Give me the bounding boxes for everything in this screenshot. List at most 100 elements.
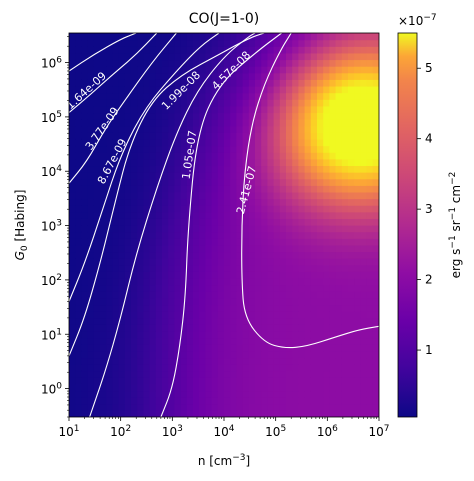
heatmap-cell [131, 264, 138, 272]
heatmap-cell [186, 297, 194, 306]
heatmap-cell [366, 66, 374, 74]
heatmap-cell [304, 397, 312, 405]
heatmap-cell [149, 79, 157, 87]
heatmap-cell [323, 99, 330, 107]
heatmap-cell [354, 158, 361, 167]
heatmap-cell [248, 370, 256, 378]
heatmap-cell [143, 79, 151, 87]
heatmap-cell [304, 330, 312, 339]
heatmap-cell [205, 344, 213, 352]
heatmap-cell [292, 364, 299, 372]
heatmap-cell [143, 198, 151, 206]
heatmap-cell [118, 390, 126, 398]
heatmap-cell [87, 165, 95, 173]
heatmap-cell [366, 92, 374, 100]
heatmap-cell [372, 205, 379, 213]
heatmap-cell [286, 218, 293, 226]
heatmap-cell [286, 125, 293, 133]
heatmap-cell [224, 79, 231, 87]
heatmap-cell [273, 59, 281, 67]
heatmap-cell [236, 105, 244, 114]
heatmap-cell [323, 383, 330, 392]
heatmap-cell [118, 205, 126, 213]
heatmap-cell [75, 85, 82, 94]
heatmap-cell [255, 258, 262, 266]
heatmap-cell [199, 350, 206, 359]
heatmap-cell [69, 138, 76, 147]
heatmap-cell [174, 112, 182, 120]
heatmap-cell [372, 66, 379, 74]
heatmap-cell [248, 198, 256, 206]
heatmap-cell [329, 66, 337, 74]
heatmap-cell [180, 185, 188, 193]
heatmap-cell [310, 59, 318, 67]
heatmap-cell [341, 364, 349, 372]
heatmap-cell [162, 251, 169, 259]
heatmap-cell [348, 119, 355, 127]
heatmap-cell [304, 92, 312, 100]
x-tick-label: 104 [213, 424, 234, 439]
heatmap-cell [112, 66, 120, 74]
heatmap-cell [236, 317, 244, 325]
heatmap-cell [286, 172, 293, 180]
heatmap-cell [162, 350, 169, 359]
heatmap-cell [93, 357, 101, 365]
heatmap-cell [360, 178, 368, 186]
heatmap-cell [279, 33, 287, 41]
heatmap-cell [143, 364, 151, 372]
heatmap-cell [354, 251, 361, 259]
heatmap-cell [93, 225, 101, 233]
heatmap-cell [323, 46, 330, 54]
heatmap-cell [360, 357, 368, 365]
heatmap-cell [174, 364, 182, 372]
heatmap-cell [329, 99, 337, 107]
heatmap-cell [354, 403, 361, 411]
heatmap-cell [248, 205, 256, 213]
heatmap-cell [100, 403, 107, 411]
heatmap-cell [199, 211, 206, 219]
heatmap-cell [354, 46, 361, 54]
heatmap-cell [168, 364, 175, 372]
heatmap-cell [112, 99, 120, 107]
heatmap-cell [205, 66, 213, 74]
heatmap-cell [149, 258, 157, 266]
heatmap-cell [224, 410, 231, 417]
heatmap-cell [106, 311, 113, 319]
heatmap-cell [224, 370, 231, 378]
heatmap-cell [193, 324, 200, 332]
heatmap-cell [335, 138, 343, 147]
heatmap-cell [255, 264, 262, 272]
heatmap-cell [224, 364, 231, 372]
heatmap-cell [267, 225, 275, 233]
heatmap-cell [224, 264, 231, 272]
heatmap-cell [180, 79, 188, 87]
heatmap-cell [124, 99, 132, 107]
heatmap-cell [317, 211, 324, 219]
heatmap-cell [255, 218, 262, 226]
heatmap-cell [137, 377, 144, 385]
heatmap-cell [180, 251, 188, 259]
heatmap-cell [292, 191, 299, 200]
heatmap-cell [205, 145, 213, 153]
heatmap-cell [335, 172, 343, 180]
heatmap-cell [131, 383, 138, 392]
heatmap-cell [279, 231, 287, 239]
heatmap-cell [155, 264, 163, 272]
heatmap-cell [267, 198, 275, 206]
heatmap-cell [255, 172, 262, 180]
heatmap-cell [248, 377, 256, 385]
heatmap-cell [93, 330, 101, 339]
heatmap-cell [186, 410, 194, 417]
heatmap-cell [261, 238, 268, 246]
heatmap-cell [279, 46, 287, 54]
heatmap-cell [186, 311, 194, 319]
heatmap-cell [329, 72, 337, 80]
heatmap-cell [335, 145, 343, 153]
heatmap-cell [360, 191, 368, 200]
heatmap-cell [329, 211, 337, 219]
heatmap-cell [199, 370, 206, 378]
heatmap-cell [236, 185, 244, 193]
heatmap-cell [366, 304, 374, 312]
heatmap-cell [279, 145, 287, 153]
heatmap-cell [329, 397, 337, 405]
